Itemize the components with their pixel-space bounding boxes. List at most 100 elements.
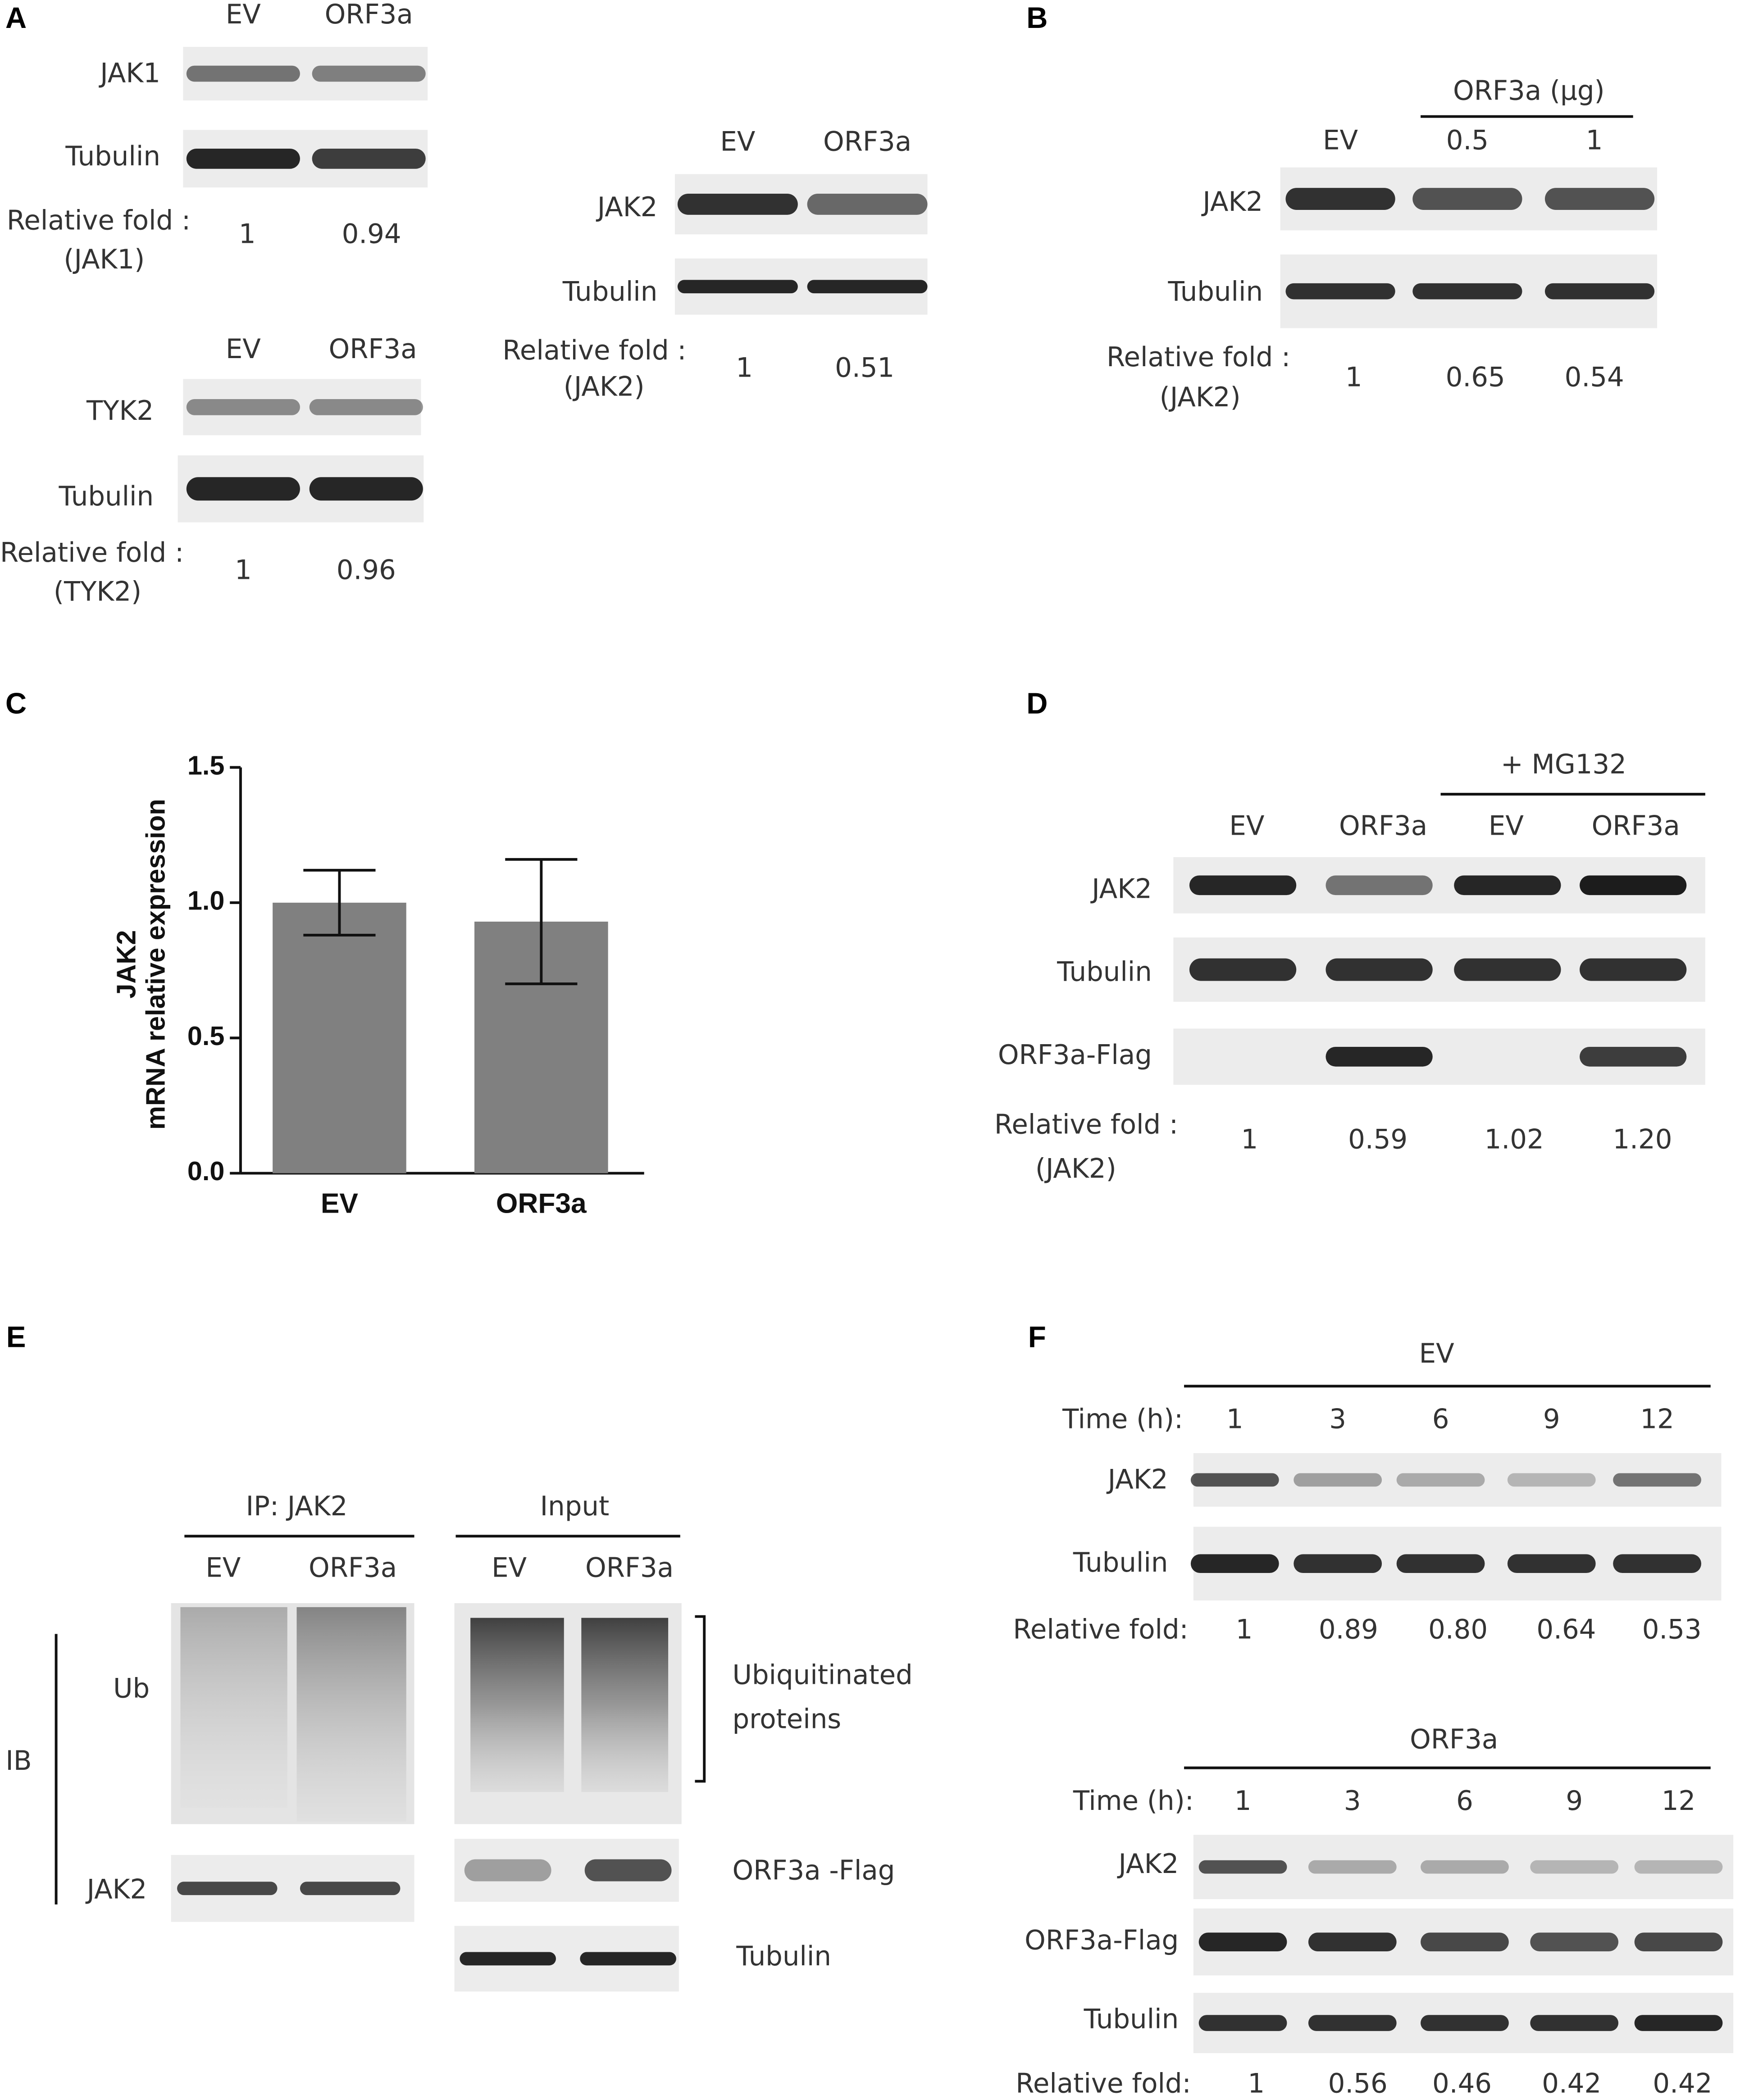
fold-value: 12	[1640, 1404, 1674, 1435]
fold-value: 1	[736, 353, 753, 384]
band	[807, 194, 928, 215]
band	[1189, 875, 1297, 895]
fold-value: 1	[1345, 362, 1362, 393]
band	[1634, 1860, 1723, 1874]
fold-value: 0.94	[342, 218, 401, 250]
band	[1190, 1473, 1279, 1487]
band	[1412, 188, 1522, 210]
fold-value: 0.42	[1653, 2068, 1712, 2099]
fold-value: 0.46	[1432, 2068, 1492, 2099]
fold-label: Relative fold :	[502, 335, 686, 366]
blot-background	[183, 379, 421, 436]
time-label: Time (h):	[1062, 1404, 1183, 1435]
lane-label: ORF3a	[325, 0, 413, 30]
band	[1580, 958, 1687, 981]
fold-value: 1	[1241, 1124, 1258, 1155]
band	[464, 1859, 551, 1882]
ub-smear	[470, 1618, 564, 1792]
row-label: Tubulin	[1057, 957, 1152, 988]
fold-value: 1.20	[1612, 1124, 1672, 1155]
group-header: Input	[540, 1491, 610, 1522]
band	[1580, 875, 1687, 895]
row-label: Tubulin	[736, 1941, 831, 1972]
lane-label: EV	[1323, 125, 1358, 156]
lane-label: ORF3a	[1339, 811, 1427, 842]
band	[1308, 2015, 1397, 2031]
panel-letter: A	[5, 1, 27, 34]
band	[1285, 188, 1395, 210]
y-tick-label: 1.5	[187, 750, 224, 780]
row-label: JAK2	[1117, 1849, 1179, 1880]
band	[1634, 2015, 1723, 2031]
band	[1507, 1554, 1596, 1573]
fold-value: 0.42	[1542, 2068, 1601, 2099]
band	[1396, 1554, 1485, 1573]
row-label: Tubulin	[65, 141, 160, 172]
fold-label: Relative fold :	[994, 1109, 1178, 1141]
band	[186, 477, 300, 501]
band	[1189, 1047, 1296, 1067]
band	[1454, 958, 1561, 981]
band	[186, 148, 300, 169]
band	[1198, 2015, 1287, 2031]
lane-label: 1	[1586, 125, 1603, 156]
band	[1454, 1047, 1561, 1067]
fold-value: 9	[1566, 1786, 1583, 1817]
fold-target: (JAK2)	[564, 371, 645, 402]
row-label: ORF3a-Flag	[998, 1040, 1152, 1071]
lane-label: EV	[1229, 811, 1264, 842]
fold-value: 0.80	[1428, 1614, 1488, 1645]
group-header: + MG132	[1501, 749, 1626, 780]
band	[1396, 1473, 1485, 1487]
row-label: TYK2	[86, 395, 154, 427]
band	[186, 65, 300, 82]
fold-value: 0.89	[1319, 1614, 1378, 1645]
row-label: Ub	[113, 1673, 150, 1704]
band	[1634, 1932, 1723, 1951]
band	[1285, 283, 1395, 300]
fold-value: 0.65	[1446, 362, 1505, 393]
band	[1294, 1473, 1382, 1487]
fold-value: 9	[1543, 1404, 1560, 1435]
fold-value: 0.96	[337, 555, 396, 586]
lane-label: ORF3a	[585, 1553, 674, 1584]
lane-label: EV	[226, 0, 261, 30]
ub-smear	[296, 1607, 406, 1822]
fold-label: Relative fold :	[1107, 342, 1290, 373]
fold-target: (TYK2)	[54, 576, 141, 607]
panel-letter: E	[6, 1320, 26, 1353]
band	[1421, 1932, 1509, 1951]
x-tick-label: ORF3a	[496, 1188, 587, 1219]
lane-label: ORF3a	[1592, 811, 1680, 842]
fold-value: 1.02	[1485, 1124, 1544, 1155]
row-note: Ubiquitinated	[732, 1660, 912, 1691]
lane-label: EV	[1489, 811, 1524, 842]
band	[1544, 283, 1655, 300]
fold-value: 3	[1329, 1404, 1346, 1435]
lane-label: ORF3a	[329, 334, 417, 365]
group-header: ORF3a	[1410, 1724, 1498, 1755]
band	[1412, 283, 1522, 300]
fold-value: 1	[235, 555, 252, 586]
band	[1308, 1860, 1397, 1874]
row-note: proteins	[732, 1704, 841, 1735]
fold-value: 1	[1226, 1404, 1244, 1435]
lane-label: EV	[205, 1553, 241, 1584]
fold-value: 0.51	[835, 353, 894, 384]
band	[1507, 1473, 1596, 1487]
lane-label: EV	[492, 1553, 527, 1584]
panel-letter: C	[5, 687, 27, 720]
band	[300, 1882, 401, 1895]
band	[1613, 1554, 1701, 1573]
band	[1198, 1932, 1287, 1951]
fold-label: Relative fold :	[7, 205, 191, 236]
fold-label: Relative fold :	[0, 537, 184, 568]
row-label: Tubulin	[1084, 2004, 1179, 2035]
band	[186, 399, 300, 415]
row-label: ORF3a -Flag	[732, 1855, 895, 1886]
group-header: EV	[1419, 1338, 1454, 1369]
y-tick-label: 0.0	[187, 1156, 224, 1186]
row-label: JAK2	[1106, 1464, 1168, 1495]
x-tick-label: EV	[321, 1188, 358, 1219]
